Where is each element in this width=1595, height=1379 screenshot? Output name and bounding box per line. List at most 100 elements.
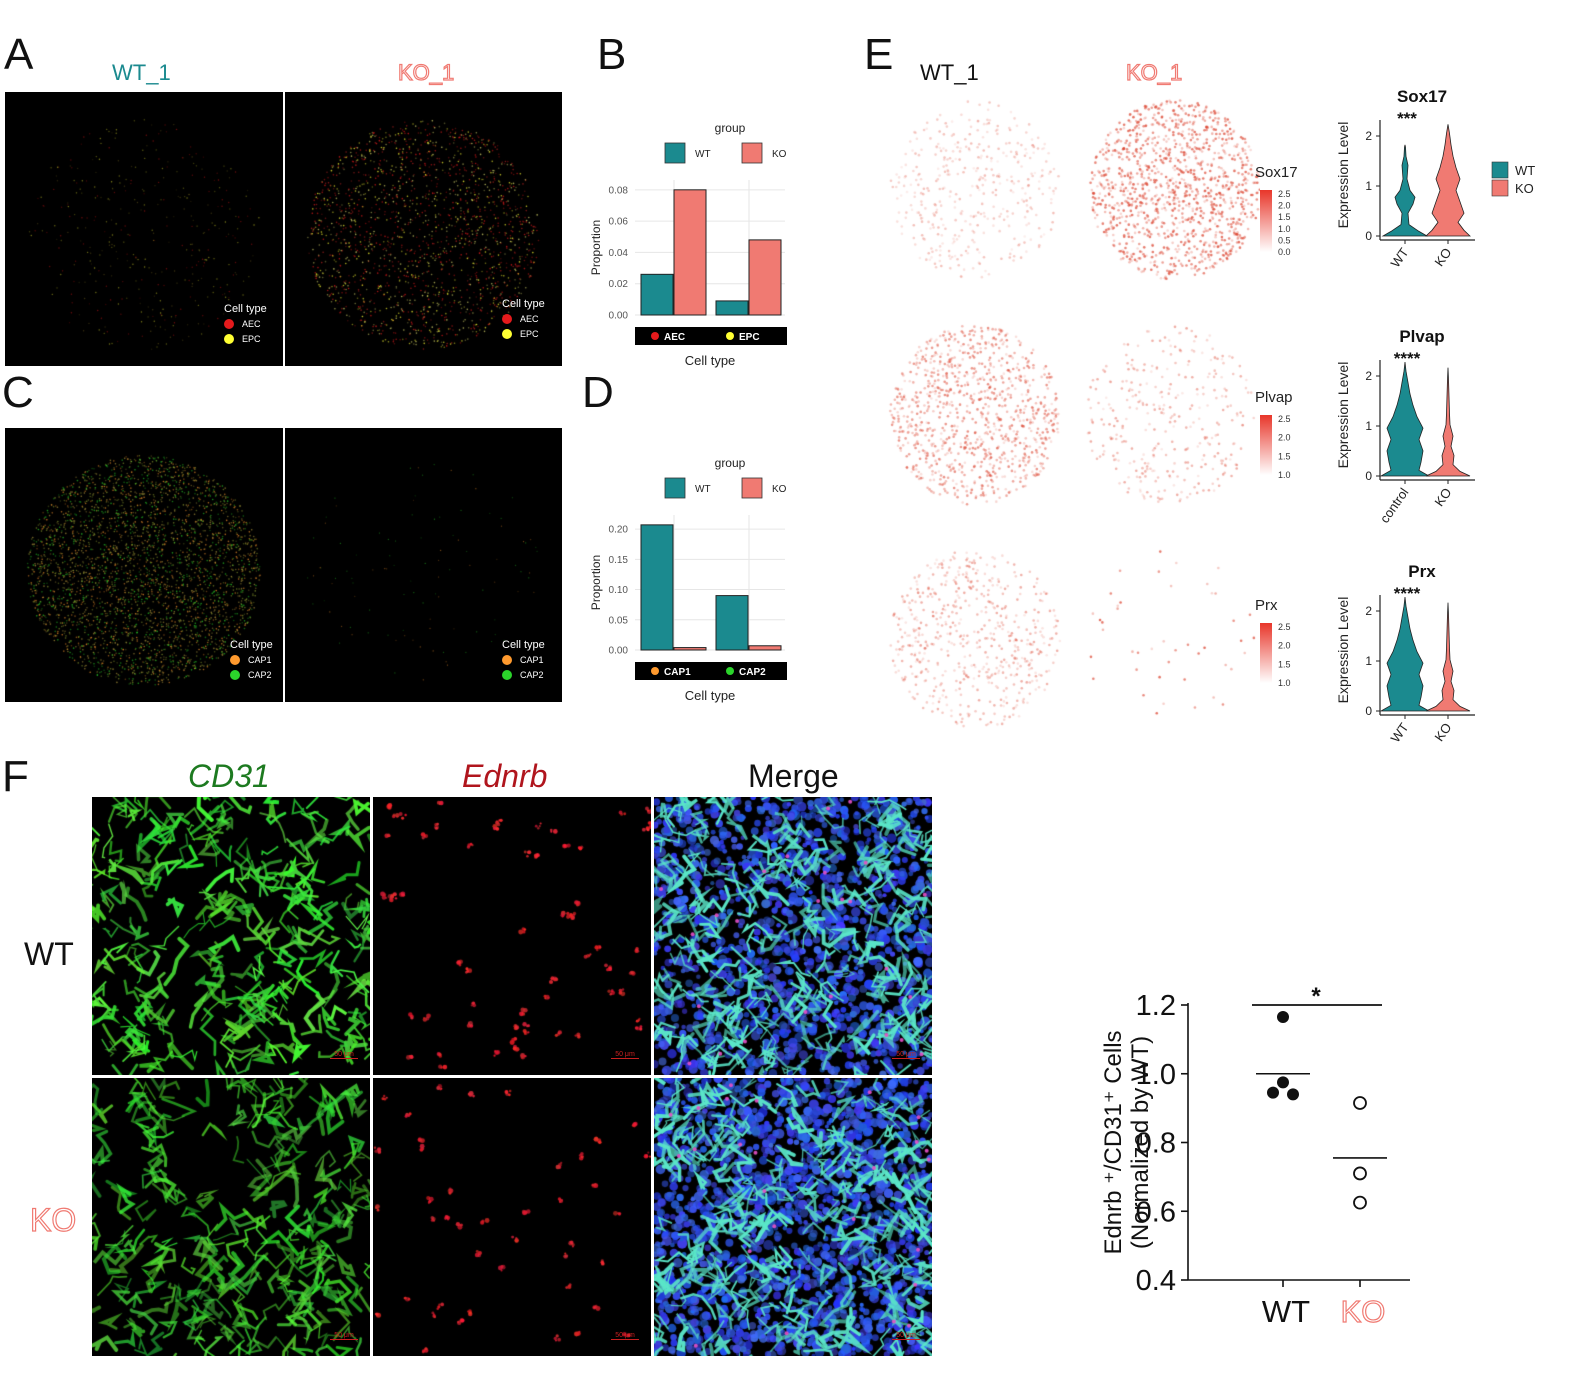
spatial-dots-c-ko xyxy=(285,428,562,702)
y-axis-label: Expression Level xyxy=(1335,122,1351,229)
legend-item-aec: AEC xyxy=(520,314,539,324)
legend-title: group xyxy=(715,456,746,470)
y-tick-label: 0 xyxy=(1365,704,1372,718)
panel-letter-c: C xyxy=(2,368,34,417)
y-axis-label: Proportion xyxy=(589,220,603,275)
scale-bar: 50 μm xyxy=(892,1332,920,1340)
violin-title-prx: Prx xyxy=(1408,562,1436,581)
x-tick-label: WT xyxy=(1388,720,1412,745)
scale-tick-label: 2.5 xyxy=(1278,189,1291,199)
scale-tick-label: 1.5 xyxy=(1278,659,1291,669)
y-axis-label: Expression Level xyxy=(1335,597,1351,704)
legend-label-ko: KO xyxy=(1515,181,1534,196)
y-tick-label: 0.05 xyxy=(609,615,629,626)
panel-letter-a: A xyxy=(4,30,34,79)
panel-letter-f: F xyxy=(2,752,29,801)
violin-ko xyxy=(1425,367,1471,477)
y-tick-label: 0.15 xyxy=(609,555,629,566)
violin-wt xyxy=(1379,596,1431,712)
category-band xyxy=(635,662,787,680)
micrograph-ko-cd31 xyxy=(92,1078,370,1356)
panel-letter-b: B xyxy=(597,30,627,79)
cap1-dot-icon xyxy=(502,655,512,665)
spatial-dots-a-ko xyxy=(285,92,562,366)
epc-dot-icon xyxy=(224,334,234,344)
legend-title: group xyxy=(715,121,746,135)
cap1-dot-icon xyxy=(230,655,240,665)
scale-title-plvap: Plvap xyxy=(1255,389,1293,406)
scale-gradient xyxy=(1260,415,1272,475)
panel-e-title-wt: WT_1 xyxy=(920,60,979,85)
bar-wt-cap2 xyxy=(715,595,749,651)
y-tick-label: 0.02 xyxy=(609,279,629,290)
expression-scales-e: Sox172.52.01.51.00.50.0Plvap2.52.01.51.0… xyxy=(1255,164,1298,688)
y-tick-label: 0.4 xyxy=(1136,1265,1176,1297)
bar-ko-aec xyxy=(673,189,707,316)
panel-letter-d: D xyxy=(582,368,614,417)
x-tick-label: KO xyxy=(1431,245,1454,269)
x-tick-label: KO xyxy=(1431,720,1454,744)
scale-tick-label: 2.0 xyxy=(1278,201,1291,211)
bar-ko-epc xyxy=(748,239,782,316)
legend-label-wt: WT xyxy=(695,484,711,495)
feature-plots-e xyxy=(880,90,1260,730)
cap2-dot-icon xyxy=(230,670,240,680)
violin-ko xyxy=(1425,602,1471,712)
y-tick-label: 2 xyxy=(1365,369,1372,383)
violin-ko xyxy=(1424,124,1472,237)
y-tick-label: 0.00 xyxy=(609,646,629,657)
legend-swatch-ko xyxy=(1491,179,1509,197)
scale-tick-label: 2.0 xyxy=(1278,433,1291,443)
legend-label-ko: KO xyxy=(772,149,787,160)
scale-bar: 50 μm xyxy=(611,1051,639,1059)
data-point-ko xyxy=(1353,1096,1367,1110)
bar-chart-d: group WT KO 0.00 0.05 0.10 0.15 0.20 CAP1 CAP2Cel… xyxy=(589,456,787,703)
significance-stars: *** xyxy=(1397,109,1417,128)
data-point-wt xyxy=(1277,1076,1289,1089)
scale-title-sox17: Sox17 xyxy=(1255,164,1298,181)
cap1-dot-icon xyxy=(651,667,659,675)
y-tick-label: 0.06 xyxy=(609,217,629,228)
legend-item-cap2: CAP2 xyxy=(520,670,544,680)
x-tick-label: control xyxy=(1377,485,1412,526)
scale-tick-label: 1.5 xyxy=(1278,212,1291,222)
scale-tick-label: 0.5 xyxy=(1278,235,1291,245)
y-tick-label: 1 xyxy=(1365,419,1372,433)
legend-a-ko: Cell type AEC EPC xyxy=(502,298,545,339)
y-tick-label: 2 xyxy=(1365,129,1372,143)
bar-ko-cap2 xyxy=(748,645,782,651)
y-axis-label-line1: Ednrb ⁺/CD31⁺ Cells xyxy=(1100,1030,1127,1254)
legend-item-cap1: CAP1 xyxy=(520,655,544,665)
violin-plots-e: Sox17 *** 0 1 2 Expression Level WT KO Plvap ****… xyxy=(1335,87,1535,745)
bar-wt-aec xyxy=(640,273,674,316)
scale-bar: 50 μm xyxy=(330,1332,358,1340)
cap2-dot-icon xyxy=(502,670,512,680)
legend-c-ko: Cell type CAP1 CAP2 xyxy=(502,639,545,680)
scale-tick-label: 2.5 xyxy=(1278,414,1291,424)
cap2-dot-icon xyxy=(726,667,734,675)
scale-tick-label: 1.0 xyxy=(1278,470,1291,480)
panel-e-title-ko: KO_1 xyxy=(1125,59,1183,85)
legend-title: Cell type xyxy=(224,303,267,315)
bar-chart-b: group WT KO 0.00 0.02 0.04 0.06 0.08 AEC EPCCell … xyxy=(589,121,787,368)
scale-tick-label: 0.0 xyxy=(1278,247,1291,257)
legend-title: Cell type xyxy=(502,639,545,651)
x-category-label: CAP1 xyxy=(664,667,691,678)
data-point-ko xyxy=(1353,1166,1367,1181)
y-axis-label-line2: (Normalized by WT) xyxy=(1127,1036,1154,1249)
bar-ko-cap1 xyxy=(673,647,707,651)
y-tick-label: 0 xyxy=(1365,469,1372,483)
violin-wt xyxy=(1381,144,1429,237)
x-tick-label-wt: WT xyxy=(1262,1294,1310,1329)
micrograph-wt-ednrb xyxy=(373,797,651,1075)
x-axis-label: Cell type xyxy=(685,688,736,703)
significance-stars: **** xyxy=(1394,349,1421,368)
scale-bar: 50 μm xyxy=(892,1051,920,1059)
legend-item-cap1: CAP1 xyxy=(248,655,272,665)
row-label-ko: KO xyxy=(29,1201,77,1238)
col-title-merge: Merge xyxy=(748,758,839,794)
legend-item-epc: EPC xyxy=(242,334,261,344)
y-tick-label: 2 xyxy=(1365,604,1372,618)
scale-tick-label: 2.0 xyxy=(1278,641,1291,651)
x-axis-label: Cell type xyxy=(685,353,736,368)
